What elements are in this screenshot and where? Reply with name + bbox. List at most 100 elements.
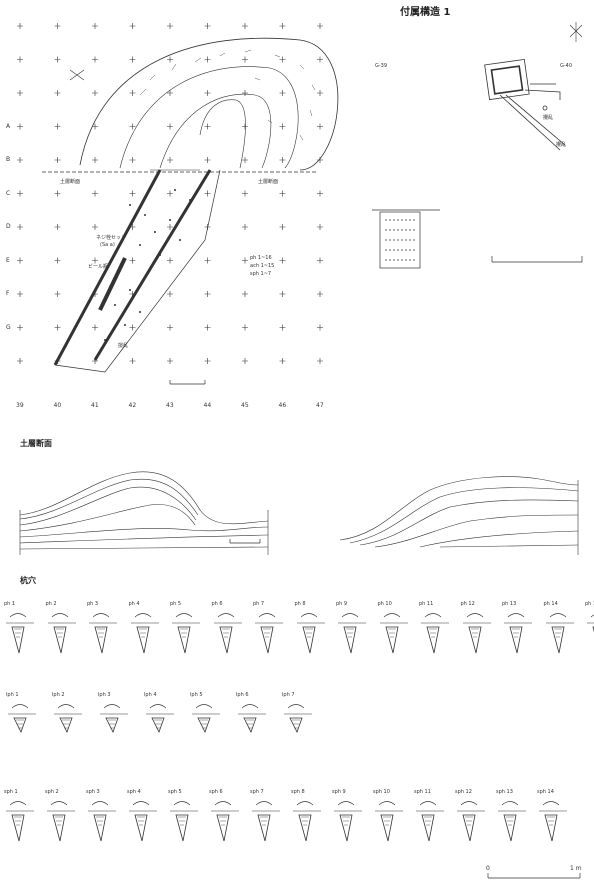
pit-profile-icon	[6, 801, 34, 842]
grid-cross	[279, 291, 286, 297]
pit-profile-icon	[172, 613, 200, 654]
pit-item: ph 3	[87, 602, 123, 658]
pits-title: 杭穴	[20, 576, 36, 585]
grid-cross	[54, 224, 61, 230]
bottom-scale-bar	[487, 873, 581, 879]
pit-item: sph 13	[496, 790, 532, 846]
grid-cross	[129, 90, 136, 96]
pit-item: ph 13	[502, 602, 538, 658]
pit-label: ph 9	[336, 601, 348, 607]
pit-profile-icon	[504, 613, 532, 654]
pit-label: sph 2	[45, 789, 59, 795]
pit-profile-icon	[293, 801, 321, 842]
legend-item: sph 1~7	[250, 271, 272, 277]
trench-points	[104, 189, 191, 341]
grid-cross	[17, 224, 23, 230]
grid-row-label: D	[6, 223, 11, 230]
grid-cross	[242, 324, 248, 331]
pit-profile-icon	[170, 801, 198, 842]
grid-cross	[92, 224, 98, 230]
pit-label: sph 13	[496, 789, 513, 795]
grid-cross	[92, 257, 98, 264]
grid-cross	[54, 90, 61, 96]
pit-label: lph 2	[52, 692, 65, 698]
grid-cross	[92, 358, 98, 364]
grid-col-label: 43	[166, 402, 174, 409]
pit-item: sph 10	[373, 790, 409, 846]
grid-cross	[129, 190, 136, 197]
pit-profile-icon	[375, 801, 403, 842]
trench-top	[199, 99, 246, 169]
pit-label: sph 12	[455, 789, 472, 795]
grid-cross	[279, 123, 286, 130]
grid-col-label: 47	[316, 402, 324, 409]
grid-cross	[279, 56, 286, 63]
grid-cross	[17, 90, 23, 96]
pit-item: sph 8	[291, 790, 327, 846]
grid-cross	[204, 23, 211, 29]
soil-sections	[19, 471, 579, 555]
grid-cross	[317, 291, 323, 297]
pit-item: ph 14	[544, 602, 580, 658]
annotation-disturbance: 撹乱	[118, 343, 129, 349]
grid-cross	[129, 224, 136, 230]
pit-label: sph 4	[127, 789, 141, 795]
grid-row-label: E	[6, 256, 10, 264]
grid-cross	[92, 291, 98, 297]
pit-item: lph 3	[98, 693, 134, 749]
pit-item: sph 6	[209, 790, 245, 846]
pit-item: sph 12	[455, 790, 491, 846]
grid-cross	[317, 257, 323, 264]
grid-cross	[129, 123, 136, 130]
pit-profile-icon	[252, 801, 280, 842]
pit-profile-icon	[338, 613, 366, 654]
sections-title: 土層断面	[20, 439, 52, 448]
pit-label: lph 6	[236, 692, 249, 698]
pit-profile-icon	[47, 613, 76, 654]
grid-cross	[167, 56, 173, 63]
pit-item: ph 11	[419, 602, 455, 658]
pit-profile-icon	[379, 613, 408, 654]
grid-cross	[279, 157, 286, 163]
pit-item: ph 12	[461, 602, 497, 658]
pit-profile-icon	[47, 801, 75, 842]
pit-profile-icon	[334, 801, 362, 842]
grid-col-label: 45	[241, 402, 249, 409]
section-mark-left: 土層断面	[60, 179, 81, 185]
pit-profile-icon	[213, 613, 242, 654]
grid-cross	[317, 123, 323, 130]
pit-label: sph 7	[250, 789, 264, 795]
grid-col-label: 39	[16, 402, 24, 409]
grid-col-label: 44	[203, 402, 212, 409]
pit-label: ph 2	[45, 601, 57, 607]
grid-row-label: G	[6, 323, 11, 331]
grid-cross	[129, 257, 136, 264]
pit-label: sph 11	[414, 789, 431, 795]
grid-cross	[242, 190, 248, 197]
grid-row-label: C	[6, 189, 11, 197]
pit-item: ph 5	[170, 602, 206, 658]
grid-cross	[17, 23, 23, 29]
pit-profile-icon	[6, 613, 34, 654]
grid-cross	[242, 157, 248, 163]
grid-col-label: 40	[53, 402, 62, 409]
grid-cross	[204, 90, 211, 96]
pit-label: ph 12	[460, 601, 475, 607]
grid-cross	[17, 257, 23, 264]
pit-profile-icon	[416, 801, 444, 842]
pit-item: lph 6	[236, 693, 272, 749]
mound-inner-2	[159, 93, 272, 169]
pit-item: ph 6	[212, 602, 248, 658]
grid-row-label: B	[6, 156, 11, 163]
pit-profile-icon	[54, 704, 82, 734]
pit-profile-icon	[539, 801, 567, 842]
grid-cross	[204, 324, 211, 331]
grid-row-label: F	[6, 290, 10, 297]
annotation-screw: ネジ栓セット	[96, 235, 127, 241]
pit-label: ph 6	[211, 601, 223, 607]
grid-cross	[242, 224, 248, 230]
pit-label: lph 4	[144, 692, 157, 698]
grid-cross	[279, 190, 286, 197]
pit-item: sph 4	[127, 790, 163, 846]
